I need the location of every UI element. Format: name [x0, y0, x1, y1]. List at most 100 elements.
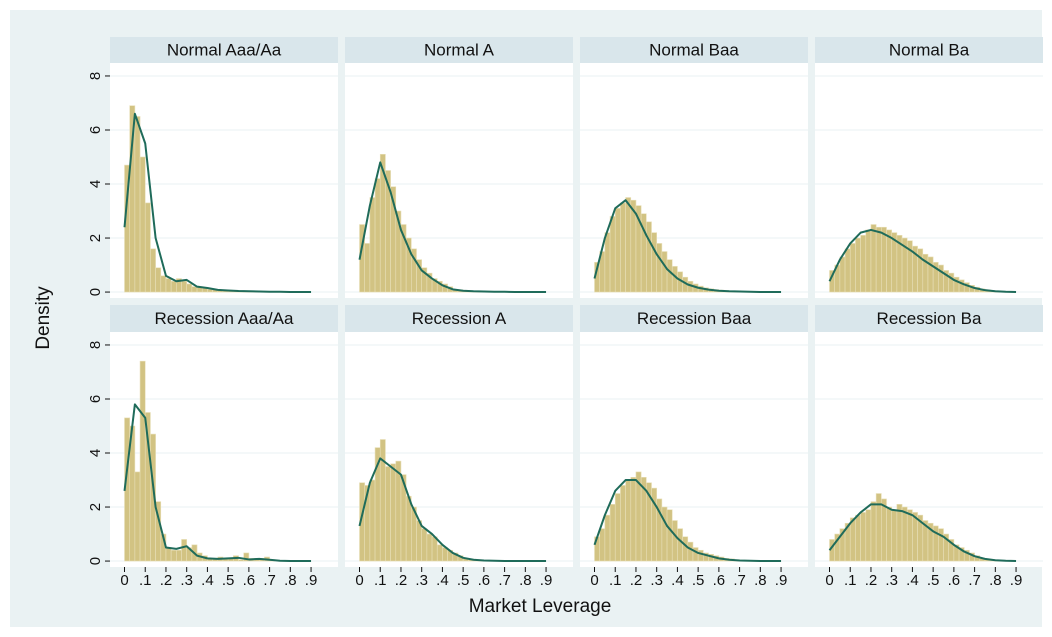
histogram-bar [625, 479, 632, 562]
x-tick-label: .5 [927, 572, 940, 589]
panel-title: Normal Aaa/Aa [167, 40, 282, 59]
y-tick-label: 4 [87, 449, 104, 457]
histogram-bar [865, 509, 872, 562]
histogram-bar [849, 517, 856, 562]
histogram-bar [243, 552, 250, 562]
x-tick-label: .2 [630, 572, 643, 589]
panel-header [580, 305, 808, 332]
density-curve [123, 112, 312, 294]
histogram-bar [671, 266, 678, 293]
histogram-bar [614, 493, 621, 562]
x-tick-label: .2 [395, 572, 408, 589]
histogram-bar [191, 286, 198, 293]
y-tick-label: 2 [87, 234, 104, 242]
histogram-bar [646, 221, 652, 293]
x-tick-label: .9 [1010, 572, 1023, 589]
histogram-bar [374, 178, 381, 293]
density-curve [828, 228, 1017, 294]
histogram-bar [886, 229, 892, 293]
histogram-bar [620, 485, 626, 562]
histogram-bar [860, 235, 867, 293]
density-curve [123, 403, 312, 563]
histogram-bar [666, 259, 673, 293]
histogram-bar [176, 549, 182, 562]
x-tick-label: 0 [825, 572, 833, 589]
histogram-bar [677, 528, 683, 562]
y-tick-label: 6 [87, 126, 104, 134]
y-axis-label: Density [33, 286, 54, 350]
histogram-bar [181, 280, 187, 293]
panel-title: Recession Baa [637, 309, 752, 328]
panel-title: Recession Aaa/Aa [155, 309, 294, 328]
histogram-bar [238, 559, 244, 562]
x-tick-label: .5 [692, 572, 705, 589]
x-tick-label: 0 [590, 572, 598, 589]
x-tick-label: .9 [540, 572, 553, 589]
x-tick-label: .9 [305, 572, 318, 589]
x-tick-label: .8 [989, 572, 1002, 589]
x-tick-label: 0 [355, 572, 363, 589]
panel-title: Normal Baa [649, 40, 739, 59]
histogram-bar [855, 514, 861, 562]
histogram-bar [886, 506, 892, 562]
histogram-bar [697, 549, 704, 562]
x-tick-label: .8 [754, 572, 767, 589]
histogram-bar [881, 226, 887, 293]
histogram-bar [891, 509, 898, 562]
histogram-bar [870, 501, 877, 562]
histogram-bar [620, 202, 626, 293]
x-tick-label: .6 [713, 572, 726, 589]
density-curve [593, 199, 782, 294]
histogram-bar [630, 477, 637, 562]
histogram-bar [855, 237, 861, 293]
histogram-bar [369, 479, 376, 562]
y-tick-label: 0 [87, 557, 104, 565]
histogram-bar [881, 498, 887, 562]
x-tick-label: .6 [243, 572, 256, 589]
x-tick-label: .3 [650, 572, 663, 589]
histogram-bar [160, 275, 167, 293]
histogram-bar [609, 504, 616, 562]
histogram-bar [682, 536, 689, 562]
histogram-bar [442, 547, 448, 562]
x-tick-label: .5 [457, 572, 470, 589]
histogram-bar [405, 495, 412, 562]
x-tick-label: .9 [775, 572, 788, 589]
histogram-bar [927, 256, 934, 293]
histogram-bar [395, 460, 402, 562]
histogram-bar [666, 509, 673, 562]
x-tick-label: .3 [180, 572, 193, 589]
histogram-bar [656, 243, 663, 293]
histogram-bar [170, 549, 177, 562]
histogram-bar [860, 512, 867, 562]
x-tick-label: .7 [968, 572, 981, 589]
panel-title: Normal A [424, 40, 495, 59]
histogram-bar [181, 539, 187, 562]
x-tick-label: 0 [120, 572, 128, 589]
histogram-bar [906, 509, 913, 562]
y-tick-label: 8 [87, 72, 104, 80]
histogram-bar [614, 208, 621, 293]
panel-header [110, 305, 338, 332]
histogram-bar [390, 463, 397, 562]
x-tick-label: .1 [139, 572, 152, 589]
panel-title: Normal Ba [889, 40, 970, 59]
histogram-bar [155, 501, 162, 562]
density-curve [358, 161, 547, 294]
histogram-bar [687, 541, 694, 562]
histogram-bar [134, 116, 141, 293]
x-tick-label: .5 [222, 572, 235, 589]
histogram-bar [150, 248, 156, 293]
histogram-bar [155, 267, 162, 293]
histogram-bar [364, 243, 371, 293]
panel-header [345, 305, 573, 332]
y-tick-label: 6 [87, 395, 104, 403]
x-tick-label: .7 [263, 572, 276, 589]
histogram-bar [436, 544, 443, 562]
y-tick-label: 0 [87, 288, 104, 296]
histogram-bar [139, 360, 146, 562]
x-tick-label: .6 [478, 572, 491, 589]
panel-header [110, 37, 338, 63]
histogram-bar [416, 520, 422, 562]
